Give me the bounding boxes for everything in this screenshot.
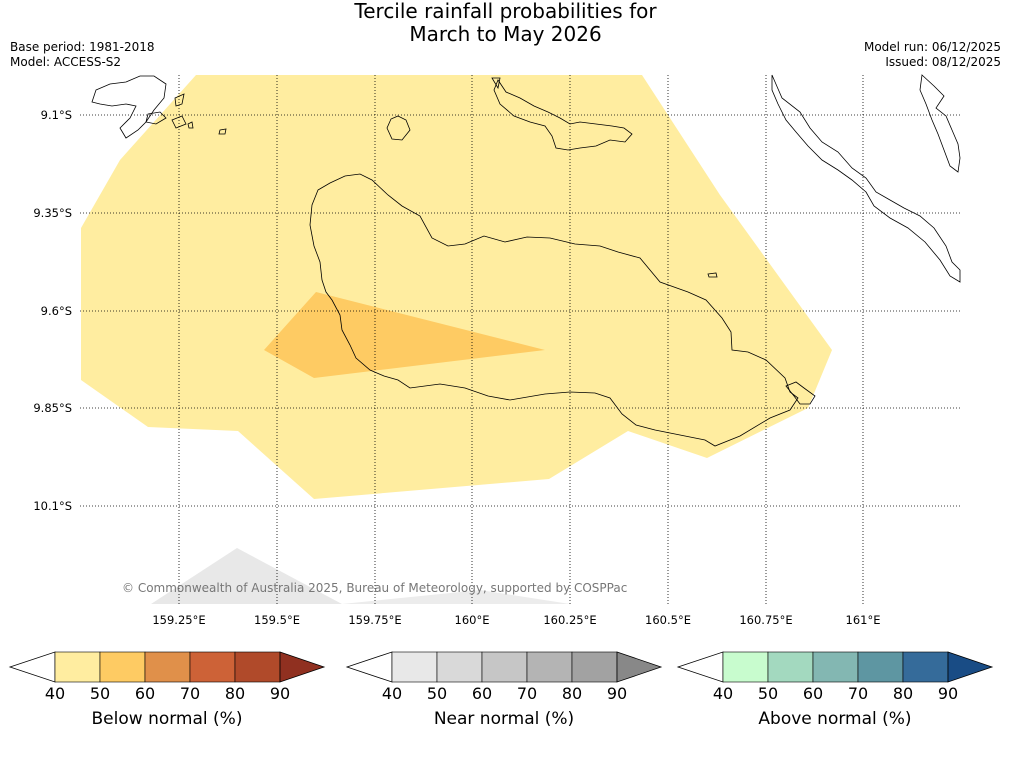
near-normal-40-50-region-2	[342, 590, 570, 604]
colorbar-below-tick: 60	[134, 684, 156, 703]
lat-label-9-85: 9.85°S	[33, 401, 72, 415]
colorbar-near-bin-70	[526, 651, 573, 683]
island-guadalcanal	[309, 173, 799, 447]
colorbar-above-label: Above normal (%)	[758, 709, 912, 729]
colorbar-above-tick: 80	[892, 684, 914, 703]
below-normal-50-60-region	[264, 292, 545, 378]
model-name: Model: ACCESS-S2	[10, 55, 122, 69]
lon-label-159-75: 159.75°E	[348, 613, 402, 627]
base-period: Base period: 1981-2018	[10, 40, 155, 54]
colorbar-near-tick: 70	[516, 684, 538, 703]
colorbar-below-extend-low	[8, 651, 56, 683]
colorbar-above-normal	[676, 651, 994, 683]
colorbar-near-tick: 50	[426, 684, 448, 703]
meta-right: Model run: 06/12/2025 Issued: 08/12/2025	[864, 40, 1001, 70]
lon-label-161: 161°E	[845, 613, 881, 627]
colorbar-above-bin-60	[812, 651, 859, 683]
title-line-1: Tercile rainfall probabilities for	[354, 0, 657, 23]
colorbar-below-tick: 50	[89, 684, 111, 703]
colorbar-above-tick: 70	[847, 684, 869, 703]
island-nggela	[493, 79, 633, 151]
lon-label-160-75: 160.75°E	[739, 613, 793, 627]
colorbar-near-bin-50	[436, 651, 483, 683]
lon-label-160: 160°E	[454, 613, 490, 627]
island-savo	[386, 115, 411, 141]
lat-label-9-1: 9.1°S	[40, 108, 72, 122]
colorbar-above-tick: 50	[757, 684, 779, 703]
lon-label-160-5: 160.5°E	[645, 613, 691, 627]
colorbar-above-tick: 40	[712, 684, 734, 703]
lon-label-159-5: 159.5°E	[254, 613, 300, 627]
colorbar-near-bin-60	[481, 651, 528, 683]
colorbar-above-bin-80	[902, 651, 949, 683]
model-run: Model run: 06/12/2025	[863, 40, 1001, 54]
meta-left: Base period: 1981-2018 Model: ACCESS-S2	[10, 40, 155, 70]
colorbar-near-tick: 90	[606, 684, 628, 703]
colorbar-near-bin-80	[571, 651, 618, 683]
colorbar-near-tick: 80	[561, 684, 583, 703]
colorbar-near-tick: 40	[381, 684, 403, 703]
colorbar-near-normal	[345, 651, 663, 683]
lat-label-10-1: 10.1°S	[33, 499, 72, 513]
colorbar-above-bin-70	[857, 651, 904, 683]
lon-label-160-25: 160.25°E	[543, 613, 597, 627]
colorbar-below-tick: 40	[44, 684, 66, 703]
colorbar-below-extend-high	[279, 651, 326, 683]
lon-label-159-25: 159.25°E	[152, 613, 206, 627]
colorbar-above-extend-high	[947, 651, 994, 683]
colorbar-above-tick: 90	[937, 684, 959, 703]
colorbar-below-normal	[8, 651, 326, 683]
colorbar-below-tick: 70	[179, 684, 201, 703]
island-malaita-north	[919, 74, 961, 173]
graticule	[80, 75, 960, 604]
lat-label-9-35: 9.35°S	[33, 206, 72, 220]
coastline	[91, 74, 961, 447]
colorbar-near-extend-low	[345, 651, 393, 683]
below-normal-40-50-region	[81, 75, 832, 499]
colorbar-above-tick: 60	[802, 684, 824, 703]
colorbar-below-bin-50	[99, 651, 146, 683]
copyright-credit: © Commonwealth of Australia 2025, Bureau…	[122, 581, 628, 595]
colorbar-near-bin-40	[391, 651, 438, 683]
colorbar-below-tick: 90	[269, 684, 291, 703]
colorbar-above-bin-50	[767, 651, 814, 683]
colorbar-below-bin-40	[54, 651, 101, 683]
near-normal-40-50-region	[151, 548, 342, 604]
colorbar-near-extend-high	[616, 651, 663, 683]
colorbar-below-bin-80	[234, 651, 281, 683]
issued-date: Issued: 08/12/2025	[885, 55, 1001, 69]
colorbar-below-bin-60	[144, 651, 191, 683]
lat-label-9-6: 9.6°S	[40, 304, 72, 318]
colorbar-below-bin-70	[189, 651, 236, 683]
colorbar-near-label: Near normal (%)	[433, 709, 575, 729]
island-russell	[91, 75, 167, 139]
colorbar-below-tick: 80	[224, 684, 246, 703]
title-line-2: March to May 2026	[409, 22, 602, 46]
colorbar-above-extend-low	[676, 651, 724, 683]
map-title: Tercile rainfall probabilities for March…	[0, 0, 1011, 46]
colorbar-above-bin-40	[722, 651, 769, 683]
colorbar-below-label: Below normal (%)	[91, 709, 243, 729]
island-malaita	[771, 74, 961, 283]
colorbar-near-tick: 60	[471, 684, 493, 703]
